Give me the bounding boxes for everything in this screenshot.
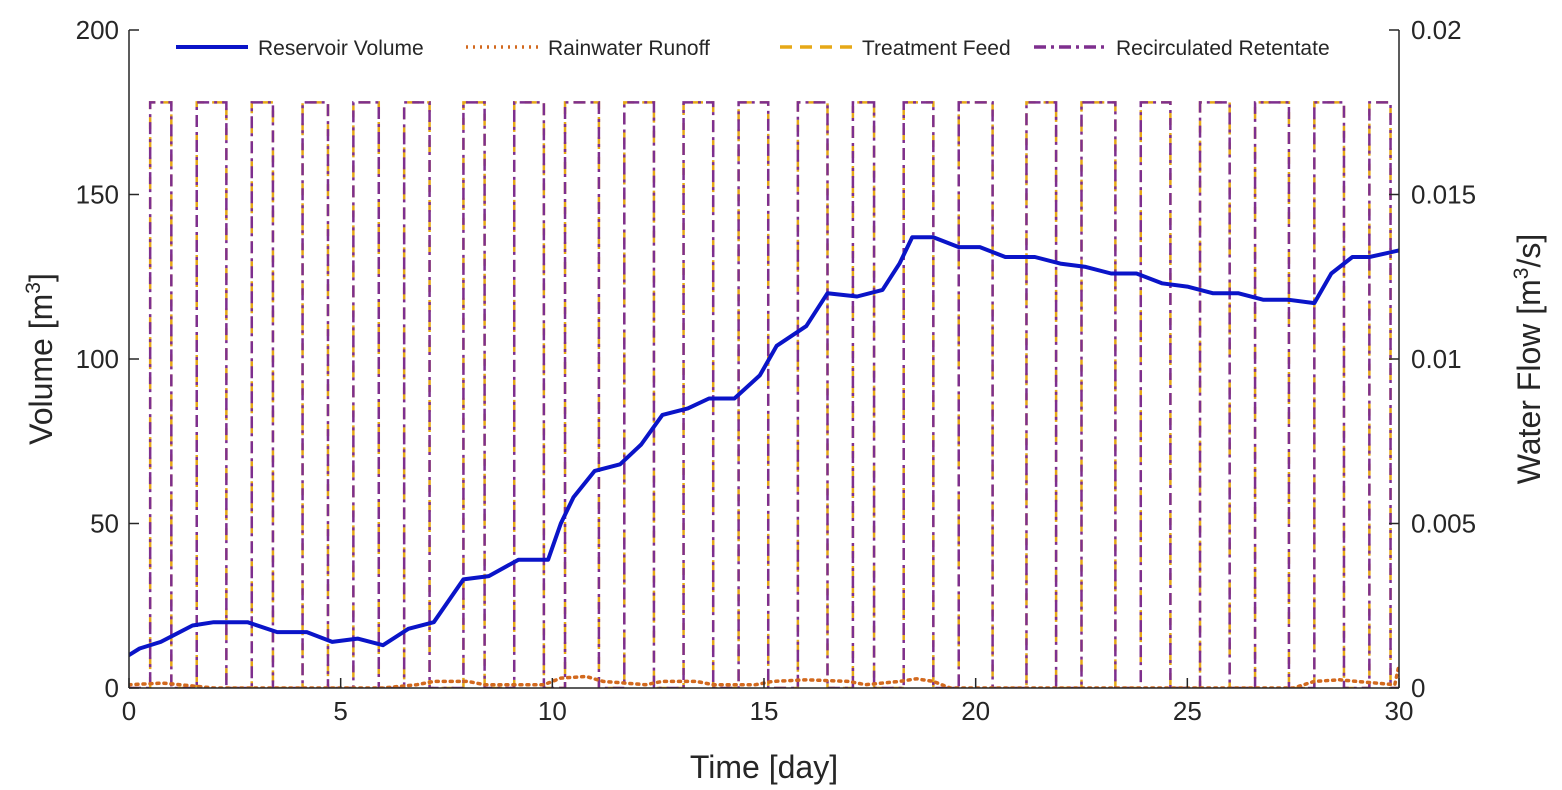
series-recirculated-retentate: [129, 101, 1399, 688]
left-y-tick-label: 100: [76, 344, 119, 374]
x-tick-label: 0: [122, 696, 136, 726]
right-y-axis-label-sup: 3: [1510, 268, 1533, 280]
series-reservoir-volume: [129, 235, 1399, 658]
series-treatment-feed: [129, 101, 1399, 688]
right-y-axis-label-suffix: /s]: [1511, 234, 1547, 268]
x-tick-label: 10: [538, 696, 567, 726]
left-y-tick-label: 200: [76, 15, 119, 45]
legend-label-reservoir-volume: Reservoir Volume: [258, 37, 424, 60]
x-tick-label: 5: [333, 696, 347, 726]
series-layer: [129, 101, 1399, 688]
right-y-tick-label: 0.01: [1411, 344, 1462, 374]
svg-text:Water Flow [m3/s]: Water Flow [m3/s]: [1510, 234, 1547, 485]
left-y-axis-label: Volume [m3]: [22, 273, 59, 445]
legend-label-rainwater-runoff: Rainwater Runoff: [548, 37, 710, 60]
right-y-tick-label: 0.015: [1411, 180, 1476, 210]
right-y-tick-label: 0.005: [1411, 509, 1476, 539]
left-y-axis-label-sup: 3: [22, 282, 45, 294]
left-y-tick-label: 50: [90, 509, 119, 539]
legend-label-treatment-feed: Treatment Feed: [862, 37, 1011, 60]
right-y-axis-label-text: Water Flow [m: [1511, 279, 1547, 484]
left-y-tick-label: 150: [76, 180, 119, 210]
left-y-axis-label-suffix: ]: [23, 273, 59, 282]
plot-area: [129, 101, 1399, 688]
x-tick-label: 25: [1173, 696, 1202, 726]
svg-text:Volume [m3]: Volume [m3]: [22, 273, 59, 445]
x-axis-label: Time [day]: [690, 749, 838, 785]
legend-label-recirculated-retentate: Recirculated Retentate: [1116, 37, 1330, 60]
x-tick-label: 20: [961, 696, 990, 726]
legend: Reservoir Volume Rainwater Runoff Treatmen…: [176, 37, 1330, 60]
right-y-tick-label: 0: [1411, 673, 1425, 703]
right-y-tick-label: 0.02: [1411, 15, 1462, 45]
right-y-axis-label: Water Flow [m3/s]: [1510, 234, 1547, 485]
left-y-axis-label-text: Volume [m: [23, 294, 59, 445]
left-y-tick-label: 0: [105, 673, 119, 703]
axes-layer: 0 5 10 15 20 25 3005010015020000.0050.010.0150…: [76, 15, 1476, 726]
x-tick-label: 15: [750, 696, 779, 726]
x-tick-label: 30: [1385, 696, 1414, 726]
